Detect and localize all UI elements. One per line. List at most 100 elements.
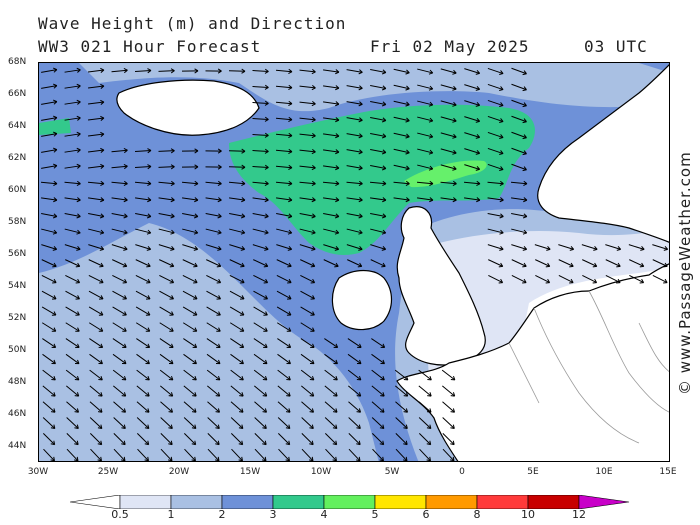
wave-direction-arrowhead (309, 440, 314, 446)
wave-direction-arrowhead (264, 197, 269, 203)
wave-direction-arrow (511, 244, 527, 250)
wave-direction-arrowhead (450, 375, 456, 381)
wave-direction-arrow (66, 401, 79, 413)
wave-direction-arrow (230, 401, 244, 413)
wave-direction-arrow (419, 448, 431, 461)
wave-direction-arrowhead (522, 262, 527, 268)
wave-direction-arrowhead (262, 375, 268, 381)
wave-direction-arrow (393, 100, 410, 106)
wave-direction-arrowhead (240, 278, 245, 284)
wave-direction-arrow (253, 259, 268, 267)
wave-direction-arrow (299, 197, 316, 201)
wave-direction-arrow (300, 353, 315, 365)
wave-direction-arrowhead (476, 180, 481, 186)
wave-direction-arrow (324, 338, 338, 348)
wave-direction-arrow (231, 448, 243, 461)
wave-direction-arrow (487, 115, 504, 123)
wave-direction-arrow (228, 181, 246, 185)
wave-direction-arrow (395, 401, 408, 413)
wave-direction-arrowhead (450, 424, 455, 429)
wave-direction-arrowhead (99, 278, 104, 284)
wave-direction-arrow (347, 338, 362, 348)
wave-direction-arrow (182, 290, 198, 300)
wave-direction-arrowhead (51, 359, 56, 365)
wave-direction-arrowhead (640, 245, 645, 251)
wave-direction-arrowhead (358, 197, 363, 203)
wave-direction-arrowhead (144, 408, 150, 413)
wave-direction-arrow (229, 290, 245, 300)
wave-direction-arrowhead (100, 131, 105, 137)
wave-direction-arrowhead (98, 311, 104, 316)
wave-direction-arrow (346, 228, 363, 234)
wave-direction-arrowhead (123, 245, 128, 251)
wave-direction-arrowhead (76, 163, 81, 169)
wave-direction-arrow (88, 212, 104, 218)
wave-direction-arrowhead (569, 262, 574, 268)
wave-direction-arrowhead (170, 180, 175, 186)
wave-direction-arrow (136, 401, 150, 413)
wave-direction-arrow (300, 259, 315, 267)
wave-direction-arrow (276, 197, 292, 201)
wave-direction-arrow (442, 448, 455, 461)
wave-direction-arrow (277, 417, 291, 429)
wave-direction-arrowhead (217, 164, 222, 170)
wave-direction-arrow (88, 197, 104, 201)
wave-direction-arrow (159, 338, 174, 348)
wave-direction-arrowhead (285, 424, 291, 429)
wave-direction-arrow (511, 147, 527, 155)
wave-direction-arrow (65, 274, 80, 284)
wave-direction-arrow (134, 149, 152, 153)
wave-direction-arrow (88, 274, 104, 284)
wave-direction-arrow (136, 338, 150, 348)
wave-direction-arrowhead (52, 278, 57, 284)
wave-direction-arrowhead (98, 343, 104, 348)
lat-label-50n: 50N (8, 345, 27, 355)
wave-direction-arrow (511, 228, 527, 234)
wave-direction-arrowhead (170, 164, 175, 170)
wave-direction-arrow (511, 259, 527, 267)
wave-direction-arrow (87, 133, 105, 137)
wave-direction-arrow (487, 197, 504, 201)
wave-direction-arrow (41, 165, 57, 169)
wave-direction-arrowhead (332, 424, 338, 429)
wave-direction-arrowhead (333, 359, 338, 365)
wave-direction-arrow (442, 417, 455, 429)
wave-direction-arrow (41, 322, 57, 332)
wave-direction-arrowhead (216, 295, 221, 300)
wave-direction-arrowhead (311, 85, 316, 91)
wave-direction-arrowhead (357, 262, 363, 268)
wave-direction-arrow (41, 149, 57, 153)
wave-direction-arrow (558, 244, 574, 250)
wave-direction-arrow (442, 433, 455, 445)
wave-direction-arrow (41, 259, 57, 267)
wave-direction-arrowhead (191, 424, 197, 429)
wave-direction-arrow (275, 181, 293, 185)
wave-direction-arrowhead (51, 311, 57, 316)
wave-direction-arrowhead (215, 359, 221, 365)
wave-direction-arrowhead (332, 440, 338, 446)
wave-direction-arrow (275, 69, 293, 73)
wave-direction-arrowhead (170, 197, 175, 203)
wave-direction-arrow (418, 417, 432, 429)
wave-direction-arrow (417, 84, 433, 90)
wave-direction-arrow (348, 433, 361, 445)
wave-direction-arrowhead (381, 229, 387, 235)
wave-direction-arrowhead (168, 375, 174, 381)
wave-direction-arrowhead (170, 245, 175, 251)
wave-direction-arrowhead (76, 229, 81, 235)
wave-direction-arrowhead (403, 440, 408, 446)
wave-direction-arrow (135, 228, 151, 234)
wave-direction-arrow (41, 85, 57, 89)
wave-direction-arrowhead (310, 343, 315, 348)
wave-direction-arrow (464, 84, 480, 90)
lat-label-66n: 66N (8, 89, 27, 99)
legend-cell (119, 495, 172, 509)
wave-direction-arrow (440, 84, 457, 90)
wave-direction-arrowhead (50, 440, 56, 446)
legend-cell (476, 495, 529, 509)
legend-cell (425, 495, 478, 509)
wave-direction-arrow (394, 369, 409, 381)
wave-direction-arrow (370, 116, 386, 122)
wave-direction-arrowhead (499, 213, 504, 219)
wave-direction-arrow (511, 163, 527, 171)
